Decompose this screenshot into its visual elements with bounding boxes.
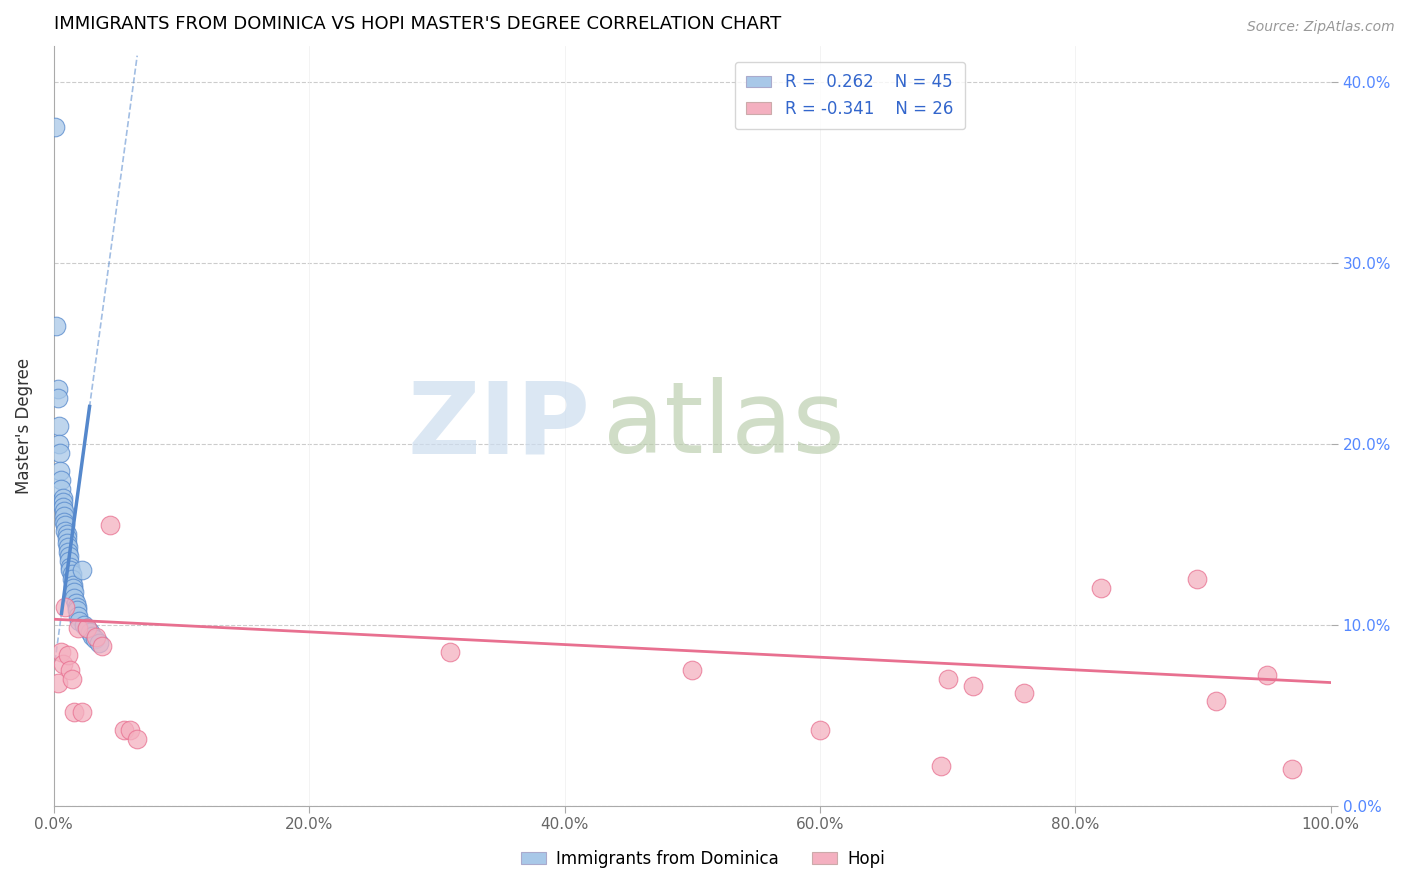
Y-axis label: Master's Degree: Master's Degree	[15, 358, 32, 493]
Point	[962, 679, 984, 693]
Point	[67, 614, 90, 628]
Point	[51, 645, 73, 659]
Point	[48, 436, 70, 450]
Point	[1090, 582, 1112, 596]
Point	[67, 608, 90, 623]
Point	[125, 731, 148, 746]
Point	[60, 566, 83, 581]
Point	[63, 705, 86, 719]
Point	[84, 630, 107, 644]
Point	[76, 621, 98, 635]
Point	[44, 120, 66, 134]
Point	[55, 536, 77, 550]
Point	[58, 549, 80, 563]
Point	[1256, 668, 1278, 682]
Point	[56, 540, 79, 554]
Point	[98, 518, 121, 533]
Point	[76, 621, 98, 635]
Point	[52, 657, 75, 672]
Point	[53, 504, 76, 518]
Text: ZIP: ZIP	[408, 377, 591, 475]
Text: atlas: atlas	[603, 377, 845, 475]
Point	[70, 563, 93, 577]
Point	[1205, 693, 1227, 707]
Point	[52, 500, 75, 514]
Legend: R =  0.262    N = 45, R = -0.341    N = 26: R = 0.262 N = 45, R = -0.341 N = 26	[735, 62, 965, 129]
Point	[83, 632, 105, 647]
Point	[87, 636, 110, 650]
Point	[1012, 686, 1035, 700]
Text: IMMIGRANTS FROM DOMINICA VS HOPI MASTER'S DEGREE CORRELATION CHART: IMMIGRANTS FROM DOMINICA VS HOPI MASTER'…	[53, 15, 782, 33]
Point	[112, 723, 135, 737]
Point	[52, 494, 75, 508]
Point	[53, 599, 76, 614]
Point	[66, 599, 89, 614]
Point	[55, 531, 77, 545]
Point	[91, 640, 114, 654]
Point	[66, 603, 89, 617]
Point	[53, 515, 76, 529]
Legend: Immigrants from Dominica, Hopi: Immigrants from Dominica, Hopi	[515, 844, 891, 875]
Point	[1185, 573, 1208, 587]
Point	[63, 585, 86, 599]
Point	[51, 482, 73, 496]
Point	[681, 663, 703, 677]
Point	[59, 559, 82, 574]
Point	[51, 473, 73, 487]
Point	[53, 509, 76, 524]
Point	[70, 705, 93, 719]
Point	[929, 759, 952, 773]
Point	[49, 464, 72, 478]
Point	[60, 573, 83, 587]
Point	[53, 524, 76, 538]
Point	[52, 491, 75, 505]
Point	[55, 527, 77, 541]
Point	[45, 319, 67, 334]
Point	[48, 418, 70, 433]
Point	[46, 383, 69, 397]
Point	[49, 446, 72, 460]
Point	[65, 596, 87, 610]
Point	[73, 617, 96, 632]
Point	[60, 672, 83, 686]
Point	[62, 582, 84, 596]
Point	[79, 624, 101, 639]
Point	[59, 563, 82, 577]
Point	[56, 648, 79, 663]
Point	[46, 675, 69, 690]
Point	[439, 645, 461, 659]
Point	[808, 723, 831, 737]
Point	[120, 723, 142, 737]
Point	[82, 628, 104, 642]
Point	[58, 554, 80, 568]
Point	[62, 578, 84, 592]
Point	[1281, 763, 1303, 777]
Point	[63, 591, 86, 605]
Point	[59, 663, 82, 677]
Point	[46, 392, 69, 406]
Text: Source: ZipAtlas.com: Source: ZipAtlas.com	[1247, 20, 1395, 34]
Point	[936, 672, 959, 686]
Point	[67, 621, 90, 635]
Point	[56, 545, 79, 559]
Point	[53, 518, 76, 533]
